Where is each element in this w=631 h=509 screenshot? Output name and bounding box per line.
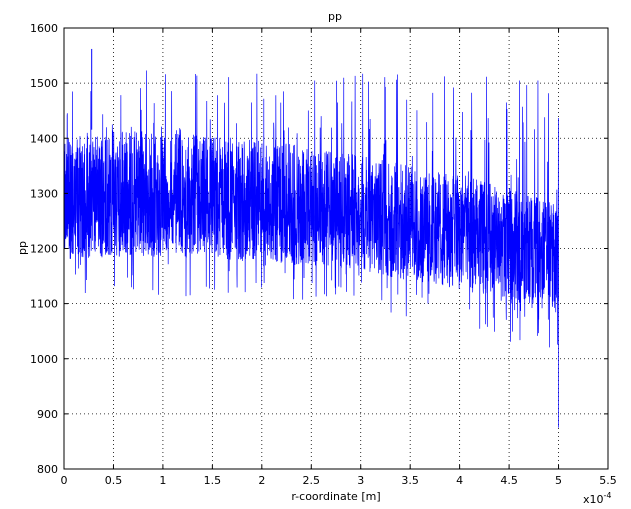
x-axis-ticks: 0 0.5 1 1.5 2 2.5 3 3.5 4 4.5 5 5.5 <box>61 28 617 487</box>
x-axis-multiplier: x10-4 <box>583 491 612 506</box>
x-tick-label: 4.5 <box>500 474 518 487</box>
x-tick-label: 1.5 <box>204 474 222 487</box>
x-axis-multiplier-exponent: -4 <box>604 491 612 500</box>
y-tick-label: 1100 <box>30 298 58 311</box>
x-tick-label: 0 <box>61 474 68 487</box>
y-tick-label: 1300 <box>30 187 58 200</box>
x-tick-label: 3 <box>357 474 364 487</box>
x-tick-label: 5 <box>555 474 562 487</box>
x-tick-label: 4 <box>456 474 463 487</box>
y-tick-label: 1500 <box>30 77 58 90</box>
x-tick-label: 3.5 <box>401 474 419 487</box>
series-line <box>63 70 559 428</box>
y-tick-label: 1400 <box>30 132 58 145</box>
x-tick-label: 0.5 <box>105 474 123 487</box>
series-group <box>63 48 559 428</box>
y-axis-label: pp <box>16 241 29 255</box>
x-tick-label: 2 <box>258 474 265 487</box>
x-axis-label: r-coordinate [m] <box>291 490 380 503</box>
x-tick-label: 1 <box>159 474 166 487</box>
y-tick-label: 800 <box>37 463 58 476</box>
y-axis-ticks: 800 900 1000 1100 1200 1300 1400 1500 1600 <box>30 22 608 476</box>
y-tick-label: 900 <box>37 408 58 421</box>
y-tick-label: 1000 <box>30 353 58 366</box>
x-axis-multiplier-base: x10 <box>583 493 604 506</box>
x-tick-label: 2.5 <box>303 474 321 487</box>
chart-title: pp <box>328 10 342 23</box>
x-tick-label: 5.5 <box>599 474 617 487</box>
y-tick-label: 1200 <box>30 243 58 256</box>
y-tick-label: 1600 <box>30 22 58 35</box>
